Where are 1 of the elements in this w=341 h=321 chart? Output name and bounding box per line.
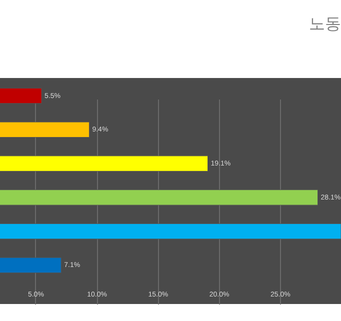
chart-title: 노동 [309,16,341,33]
